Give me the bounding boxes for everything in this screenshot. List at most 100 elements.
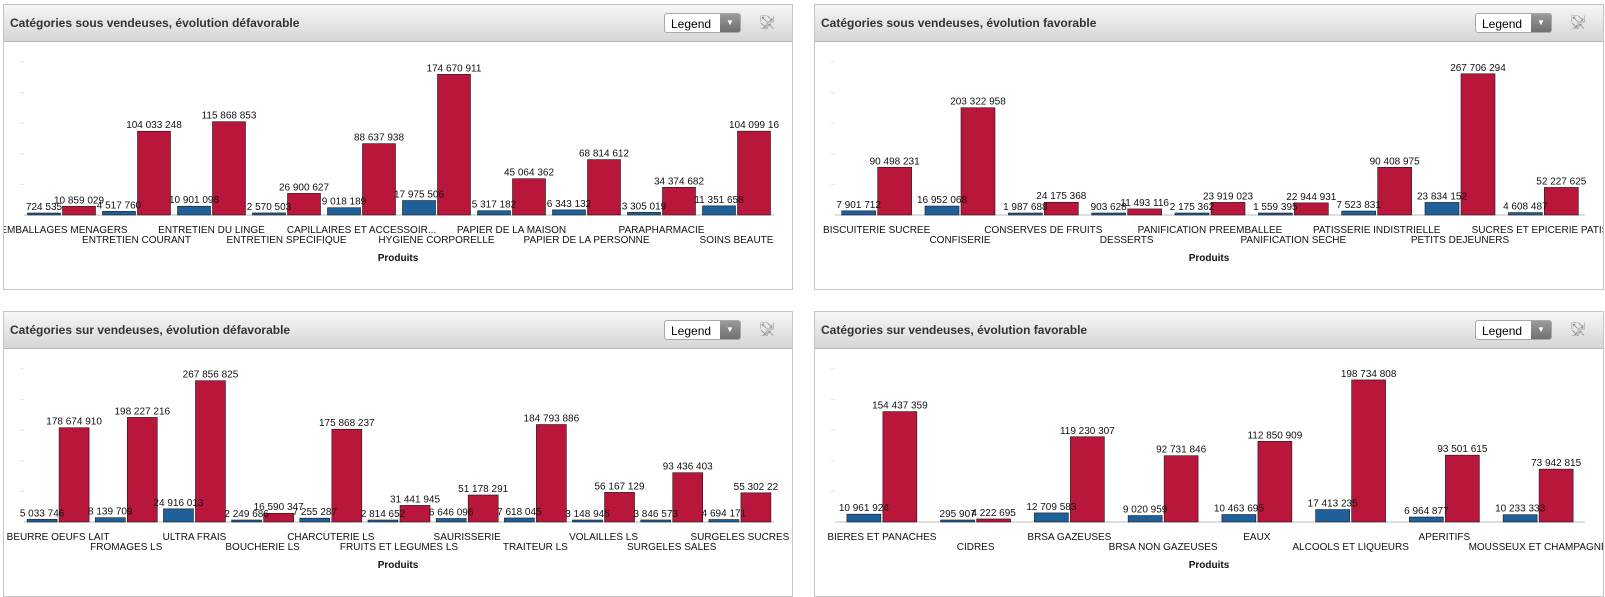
bar-blue (177, 205, 211, 216)
bar-red (287, 193, 321, 216)
data-label-red: 174 670 911 (427, 63, 482, 74)
bar-blue (846, 513, 882, 523)
bar-blue (1424, 202, 1460, 216)
chevron-down-icon[interactable]: ▼ (720, 321, 740, 339)
bar-red (976, 518, 1011, 523)
data-label-blue: 17 413 235 (1308, 499, 1358, 510)
chart-panel-sur-favorable: Catégories sur vendeuses, évolution favo… (814, 311, 1604, 597)
bar-red (882, 411, 918, 523)
legend-dropdown[interactable]: Legend ▼ (1475, 320, 1552, 340)
bar-chart: 5 033 746 178 674 910 BEURRE OEUFS LAIT 8 1… (7, 368, 790, 571)
data-label-blue: 724 535 (26, 202, 63, 213)
bar-red (587, 159, 621, 216)
bar-red (399, 505, 431, 523)
bar-blue (1315, 509, 1350, 523)
x-tick-label: FRUITS ET LEGUMES LS (340, 542, 459, 553)
data-label-blue: 2 175 362 (1170, 202, 1215, 213)
resize-icon[interactable]: ⇱⇲ ⇲⇱ (760, 321, 774, 338)
bar-red (467, 494, 499, 523)
x-tick-label: PARAPHARMACIE (619, 225, 705, 236)
chart-panel-sur-defavorable: Catégories sur vendeuses, évolution défa… (3, 311, 793, 597)
data-label-red: 104 099 16 (729, 120, 779, 131)
data-label-red: 119 230 307 (1060, 426, 1115, 437)
data-label-red: 92 731 846 (1156, 445, 1206, 456)
bar-red (1538, 468, 1574, 523)
bar-blue (163, 508, 194, 523)
x-tick-label: FROMAGES LS (90, 542, 163, 553)
data-label-red: 4 222 695 (971, 508, 1016, 519)
bar-blue (27, 212, 61, 216)
resize-icon[interactable]: ⇱⇲ ⇲⇱ (760, 14, 774, 31)
bar-red (672, 472, 704, 523)
legend-dropdown[interactable]: Legend ▼ (664, 320, 741, 340)
data-label-red: 267 856 825 (183, 370, 239, 381)
bar-blue (252, 212, 286, 216)
data-label-red: 198 227 216 (114, 406, 170, 417)
data-label-red: 198 734 808 (1341, 369, 1397, 380)
chevron-down-icon[interactable]: ▼ (1531, 14, 1551, 32)
x-tick-label: BIERES ET PANACHES (827, 532, 936, 543)
bar-blue (940, 519, 975, 523)
bar-blue (94, 517, 126, 523)
x-tick-label: PETITS DEJEUNERS (1411, 235, 1510, 246)
x-tick-label: ENTRETIEN COURANT (82, 235, 191, 246)
x-tick-label: CHARCUTERIE LS (287, 532, 375, 543)
resize-icon[interactable]: ⇱⇲ ⇲⇱ (1571, 321, 1585, 338)
bar-blue (572, 519, 603, 523)
bar-blue (702, 205, 736, 216)
bar-blue (1409, 516, 1444, 523)
x-tick-label: BOUCHERIE LS (225, 542, 300, 553)
x-tick-label: SURGELES SALES (627, 542, 717, 553)
panel-title: Catégories sous vendeuses, évolution fav… (821, 16, 1097, 30)
bar-red (1460, 73, 1496, 216)
data-label-blue: 4 608 487 (1503, 202, 1548, 213)
bar-red (331, 428, 363, 523)
x-tick-label: EMBALLAGES MENAGERS (4, 225, 128, 236)
chart-panel-sous-favorable: Catégories sous vendeuses, évolution fav… (814, 4, 1604, 290)
bar-chart: 10 961 924 154 437 359 BIERES ET PANACHES 2… (827, 368, 1603, 571)
bar-blue (26, 519, 58, 523)
data-label-red: 26 900 627 (279, 182, 329, 193)
data-label-blue: 903 628 (1091, 202, 1128, 213)
data-label-blue: 2 249 686 (224, 509, 269, 520)
chevron-down-icon[interactable]: ▼ (720, 14, 740, 32)
x-tick-label: CAPILLAIRES ET ACCESSOIR... (287, 225, 436, 236)
resize-icon[interactable]: ⇱⇲ ⇲⇱ (1571, 14, 1585, 31)
data-label-blue: 3 846 573 (633, 509, 678, 520)
bar-blue (477, 210, 511, 216)
chevron-down-icon[interactable]: ▼ (1531, 321, 1551, 339)
x-tick-label: SUCRES ET EPICERIE PATISS (1472, 225, 1603, 236)
data-label-red: 90 408 975 (1370, 156, 1420, 167)
panel-header: Catégories sous vendeuses, évolution déf… (4, 5, 792, 42)
data-label-red: 52 227 625 (1536, 176, 1586, 187)
bar-blue (327, 207, 361, 216)
data-label-blue: 1 559 395 (1253, 202, 1298, 213)
legend-dropdown[interactable]: Legend ▼ (1475, 13, 1552, 33)
x-tick-label: SOINS BEAUTE (700, 235, 774, 246)
bar-blue (640, 519, 672, 523)
bar-red (1351, 379, 1386, 523)
data-label-red: 31 441 945 (390, 494, 440, 505)
bar-red (1294, 202, 1329, 216)
data-label-blue: 16 952 068 (917, 195, 967, 206)
data-label-red: 88 637 938 (354, 133, 404, 144)
bar-blue (367, 519, 399, 523)
data-label-red: 22 944 931 (1286, 192, 1336, 203)
data-label-blue: 4 517 760 (97, 200, 142, 211)
bar-red (126, 417, 158, 523)
data-label-blue: 10 233 333 (1495, 504, 1545, 515)
data-label-blue: 7 618 045 (497, 507, 542, 518)
bar-red (1544, 187, 1579, 216)
data-label-blue: 6 964 877 (1404, 506, 1449, 517)
data-label-blue: 1 987 688 (1003, 202, 1048, 213)
bar-red (877, 166, 912, 216)
data-label-red: 112 850 909 (1247, 430, 1302, 441)
bar-blue (1008, 212, 1043, 216)
data-label-blue: 9 020 959 (1123, 505, 1168, 516)
legend-dropdown[interactable]: Legend ▼ (664, 13, 741, 33)
bar-blue (1502, 514, 1538, 523)
data-label-red: 90 498 231 (870, 156, 920, 167)
x-tick-label: CONFISERIE (929, 235, 990, 246)
x-tick-label: CONSERVES DE FRUITS (984, 225, 1102, 236)
bar-blue (1258, 212, 1293, 216)
